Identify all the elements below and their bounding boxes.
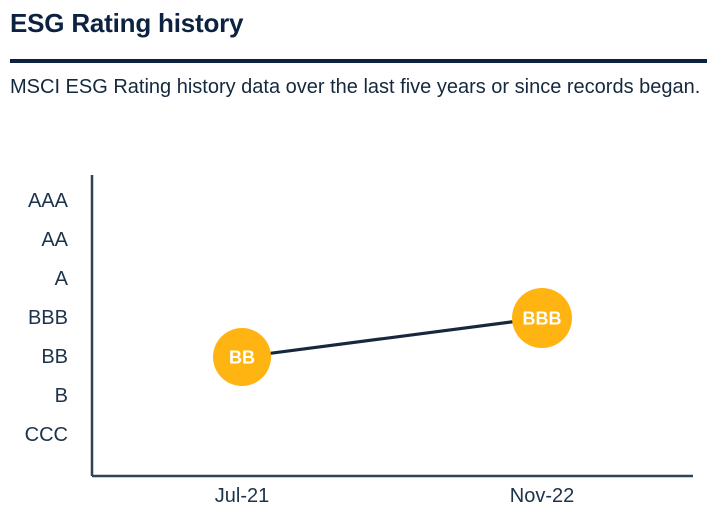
marker-label: BB xyxy=(229,347,255,367)
data-point-jul-21[interactable]: BB xyxy=(213,328,271,386)
esg-rating-chart: AAA AA A BBB BB B CCC BB BBB Jul-21 Nov-… xyxy=(0,160,715,520)
title-divider xyxy=(10,59,707,63)
y-tick-aaa: AAA xyxy=(27,190,68,212)
x-tick-nov-22: Nov-22 xyxy=(509,485,575,507)
y-tick-ccc: CCC xyxy=(24,424,68,446)
page-title: ESG Rating history xyxy=(10,8,244,38)
marker-circle[interactable] xyxy=(213,328,271,386)
y-tick-b: B xyxy=(54,385,68,407)
y-tick-bb: BB xyxy=(41,346,68,368)
rating-trend-line xyxy=(241,316,543,359)
marker-label: BBB xyxy=(523,308,562,328)
x-tick-jul-21: Jul-21 xyxy=(214,485,270,507)
marker-circle[interactable] xyxy=(512,288,572,348)
data-point-nov-22[interactable]: BBB xyxy=(512,288,572,348)
y-tick-aa: AA xyxy=(41,229,68,251)
y-tick-a: A xyxy=(54,268,68,290)
page-subtitle: MSCI ESG Rating history data over the la… xyxy=(10,76,701,98)
y-tick-bbb: BBB xyxy=(27,307,68,329)
chart-canvas: BB BBB xyxy=(90,175,693,478)
